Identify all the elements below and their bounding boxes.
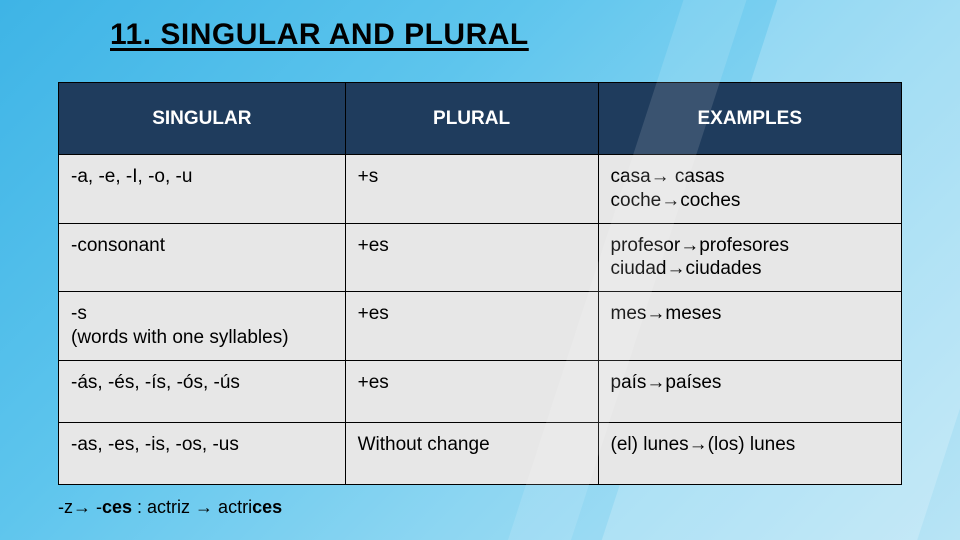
cell-examples: país→países: [598, 360, 902, 422]
slide: 11. SINGULAR AND PLURAL SINGULAR PLURAL …: [0, 0, 960, 540]
cell-singular: -consonant: [59, 223, 346, 292]
cell-plural: +es: [345, 292, 598, 361]
cell-plural: +es: [345, 223, 598, 292]
cell-singular: -a, -e, -I, -o, -u: [59, 155, 346, 224]
cell-examples: (el) lunes→(los) lunes: [598, 422, 902, 484]
cell-plural: +s: [345, 155, 598, 224]
table-body: -a, -e, -I, -o, -u +s casa→ casascoche→c…: [59, 155, 902, 485]
table-row: -consonant +es profesor→profesoresciudad…: [59, 223, 902, 292]
cell-singular: -as, -es, -is, -os, -us: [59, 422, 346, 484]
col-header-examples: EXAMPLES: [598, 83, 902, 155]
table-row: -a, -e, -I, -o, -u +s casa→ casascoche→c…: [59, 155, 902, 224]
cell-examples: profesor→profesoresciudad→ciudades: [598, 223, 902, 292]
col-header-plural: PLURAL: [345, 83, 598, 155]
footnote-mid: : actriz → actri: [132, 497, 252, 517]
cell-singular: -s(words with one syllables): [59, 292, 346, 361]
footnote: -z→ -ces : actriz → actrices: [58, 497, 282, 518]
cell-examples: mes→meses: [598, 292, 902, 361]
cell-singular: -ás, -és, -ís, -ós, -ús: [59, 360, 346, 422]
table-header-row: SINGULAR PLURAL EXAMPLES: [59, 83, 902, 155]
footnote-bold: ces: [252, 497, 282, 517]
plural-table: SINGULAR PLURAL EXAMPLES -a, -e, -I, -o,…: [58, 82, 902, 485]
col-header-singular: SINGULAR: [59, 83, 346, 155]
cell-plural: Without change: [345, 422, 598, 484]
table-row: -as, -es, -is, -os, -us Without change (…: [59, 422, 902, 484]
slide-title: 11. SINGULAR AND PLURAL: [110, 18, 902, 52]
footnote-prefix: -z→ -: [58, 497, 102, 517]
footnote-bold: ces: [102, 497, 132, 517]
cell-examples: casa→ casascoche→coches: [598, 155, 902, 224]
table-row: -s(words with one syllables) +es mes→mes…: [59, 292, 902, 361]
cell-plural: +es: [345, 360, 598, 422]
table-row: -ás, -és, -ís, -ós, -ús +es país→países: [59, 360, 902, 422]
